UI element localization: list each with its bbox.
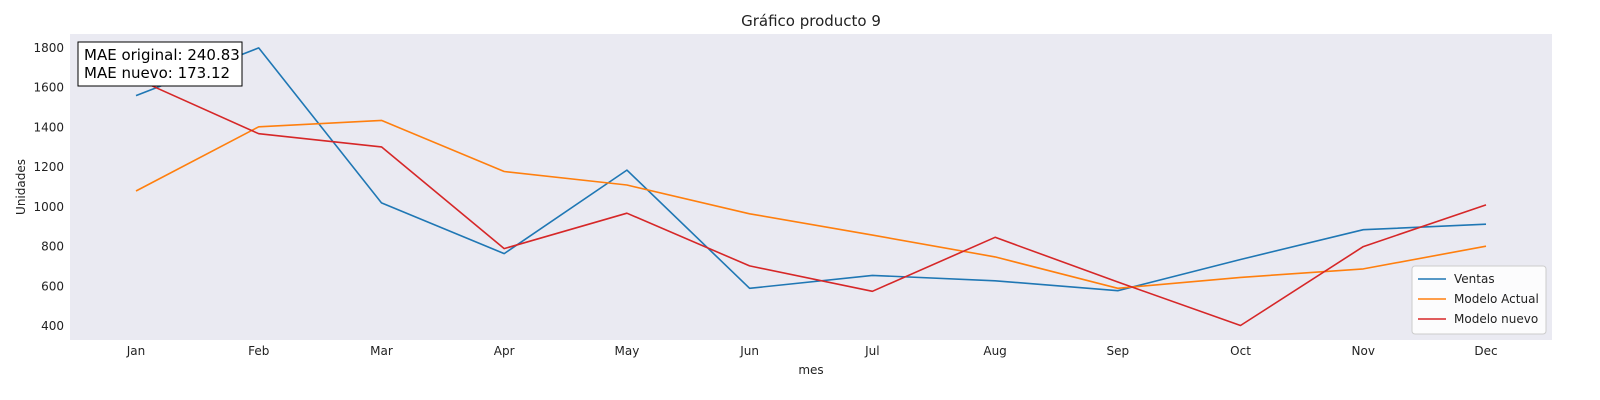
x-tick-label: Jul [864, 344, 879, 358]
y-tick-label: 1000 [33, 200, 64, 214]
y-axis: 400 600 800 1000 1200 1400 1600 1800 [33, 41, 64, 333]
mae-annotation-box [77, 41, 243, 87]
x-axis: Jan Feb Mar Apr May Jun Jul Aug Sep Oct Nov Dec [126, 344, 1498, 358]
legend: Ventas Modelo Actual Modelo nuevo [1411, 265, 1547, 335]
y-axis-label: Unidades [14, 159, 28, 215]
mae-new-text: MAE nuevo: 173.12 [84, 64, 230, 82]
series-line [135, 77, 1487, 327]
y-tick-label: 1200 [33, 160, 64, 174]
legend-box [1411, 265, 1547, 335]
series-line [135, 119, 1487, 290]
x-tick-label: Nov [1352, 344, 1375, 358]
x-tick-label: May [615, 344, 640, 358]
legend-label: Ventas [1454, 272, 1495, 286]
y-tick-label: 1400 [33, 120, 64, 134]
legend-label: Modelo nuevo [1454, 312, 1538, 326]
mae-annotation: MAE original: 240.83 MAE nuevo: 173.12 [77, 41, 243, 87]
mae-original-text: MAE original: 240.83 [84, 46, 240, 64]
y-tick-label: 600 [41, 279, 64, 293]
series-line [135, 47, 1487, 292]
y-tick-label: 1800 [33, 41, 64, 55]
x-tick-label: Jun [739, 344, 759, 358]
legend-label: Modelo Actual [1454, 292, 1539, 306]
plot-area [70, 34, 1552, 340]
x-axis-label: mes [798, 363, 823, 377]
x-tick-label: Dec [1474, 344, 1497, 358]
y-tick-label: 1600 [33, 81, 64, 95]
x-tick-label: Apr [494, 344, 515, 358]
x-tick-label: Aug [983, 344, 1006, 358]
x-tick-label: Oct [1230, 344, 1251, 358]
chart-title: Gráfico producto 9 [741, 12, 881, 30]
x-tick-label: Mar [370, 344, 393, 358]
x-tick-label: Sep [1107, 344, 1130, 358]
series-layer [135, 47, 1487, 327]
x-tick-label: Jan [126, 344, 146, 358]
x-tick-label: Feb [248, 344, 269, 358]
y-tick-label: 800 [41, 240, 64, 254]
y-tick-label: 400 [41, 319, 64, 333]
